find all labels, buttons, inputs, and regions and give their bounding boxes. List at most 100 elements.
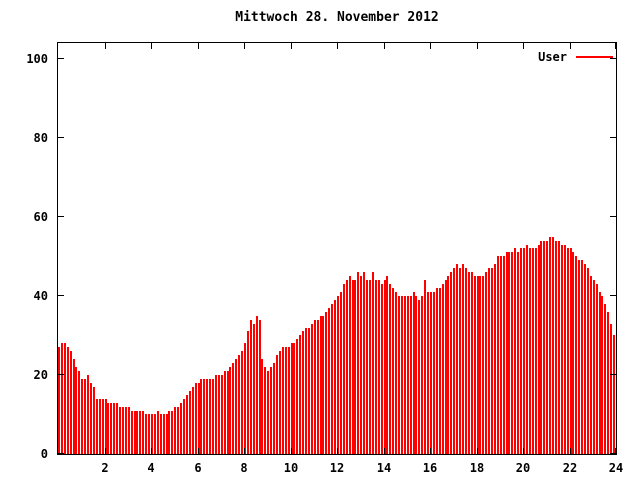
bar [450,272,452,454]
x-tick-mark [198,43,199,49]
bar [354,280,356,454]
bar [401,296,403,454]
bar [247,331,249,454]
bar [549,237,551,454]
bar [520,248,522,454]
bar [67,347,69,454]
x-tick-mark [151,43,152,49]
bar [570,248,572,454]
bar [488,268,490,454]
x-tick-mark [244,43,245,49]
bar [189,391,191,454]
chart-title: Mittwoch 28. November 2012 [235,10,439,25]
x-tick-mark [198,448,199,454]
bar [384,280,386,454]
x-tick-mark [291,448,292,454]
bar [584,264,586,454]
bar [299,335,301,454]
bar [477,276,479,454]
bar [604,304,606,454]
bar [285,347,287,454]
x-tick-mark [291,43,292,49]
bar [267,371,269,454]
bar [119,407,121,454]
bar [241,351,243,454]
bar [340,292,342,454]
bar [261,359,263,454]
x-tick-label: 2 [101,461,109,475]
bar [395,292,397,454]
bar [357,272,359,454]
bar [398,296,400,454]
bar [151,414,153,454]
bar [238,355,240,454]
bar [540,241,542,454]
bar [462,264,464,454]
bar [578,260,580,454]
bar [407,296,409,454]
bar [613,335,615,454]
y-tick-mark [610,374,616,375]
bar [421,296,423,454]
x-tick-mark [430,448,431,454]
bar [122,407,124,454]
bar [334,300,336,454]
bar [517,252,519,454]
bar [96,399,98,454]
bar [442,284,444,454]
bar [224,371,226,454]
x-tick-mark [105,43,106,49]
bar [581,260,583,454]
bar [331,304,333,454]
x-tick-label: 18 [469,461,485,475]
bar [465,268,467,454]
bar [555,241,557,454]
bar [337,296,339,454]
bar [163,414,165,454]
bar [113,403,115,454]
bar [430,292,432,454]
x-tick-mark [523,43,524,49]
bar [503,256,505,454]
x-tick-mark [384,43,385,49]
bar [320,316,322,454]
x-tick-label: 20 [515,461,531,475]
bar [381,284,383,454]
bar [64,343,66,454]
bar [439,288,441,454]
bar [218,375,220,454]
y-tick-mark [58,137,64,138]
x-tick-mark [570,448,571,454]
bar [61,343,63,454]
bar [244,343,246,454]
bar [105,399,107,454]
y-tick-mark [58,374,64,375]
bar [561,245,563,454]
x-tick-mark [477,43,478,49]
bar [259,320,261,454]
bar [177,407,179,454]
bar [206,379,208,454]
plot-frame: User [57,42,617,455]
bar [610,324,612,454]
y-tick-mark [610,58,616,59]
bar [378,280,380,454]
bar [168,411,170,454]
bar [58,347,60,454]
x-tick-label: 6 [194,461,202,475]
bar [250,320,252,454]
bar [84,379,86,454]
bar [572,252,574,454]
bar [418,300,420,454]
bar [317,320,319,454]
bar [148,414,150,454]
bar [601,296,603,454]
bar [474,276,476,454]
bar [491,268,493,454]
bar [229,367,231,454]
bar [587,268,589,454]
bar [81,379,83,454]
legend: User [538,50,613,64]
bar [87,375,89,454]
